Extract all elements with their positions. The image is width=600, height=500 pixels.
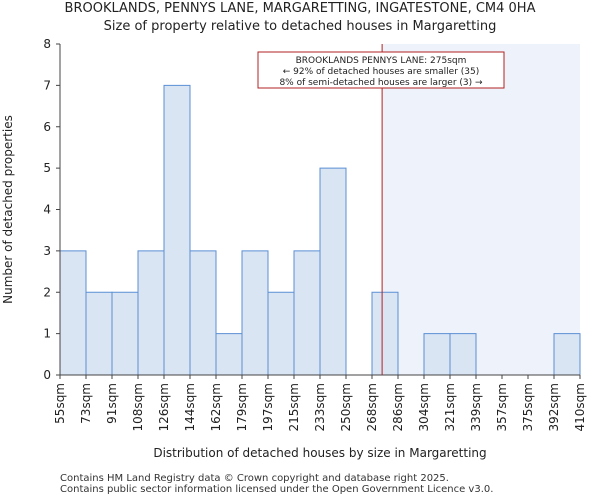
bar-197sqm: [267, 291, 295, 376]
footer-line-2: Contains public sector information licen…: [60, 484, 494, 495]
x-tick-label: 126sqm: [157, 383, 171, 431]
x-tick-label: 144sqm: [183, 383, 197, 431]
y-tick-label: 5: [43, 161, 51, 175]
x-tick-label: 55sqm: [53, 383, 67, 424]
x-tick-label: 410sqm: [573, 383, 587, 431]
x-tick-label: 392sqm: [547, 383, 561, 431]
bar-304sqm: [423, 333, 451, 376]
y-tick-label: 6: [43, 120, 51, 134]
y-tick-label: 4: [43, 203, 51, 217]
bar-144sqm: [189, 250, 217, 376]
bar-392sqm: [553, 333, 581, 376]
x-tick-label: 73sqm: [79, 383, 93, 424]
x-axis-label: Distribution of detached houses by size …: [153, 446, 486, 460]
annotation-line-1: BROOKLANDS PENNYS LANE: 275sqm: [296, 56, 467, 66]
x-tick-label: 197sqm: [261, 383, 275, 431]
y-tick-label: 8: [43, 37, 51, 51]
footer-line-1: Contains HM Land Registry data © Crown c…: [60, 473, 449, 484]
x-tick-label: 108sqm: [131, 383, 145, 431]
bar-126sqm: [163, 84, 191, 376]
y-tick-label: 0: [43, 368, 51, 382]
x-tick-label: 179sqm: [235, 383, 249, 431]
y-axis-label: Number of detached properties: [1, 115, 15, 304]
bar-162sqm: [215, 333, 243, 376]
x-tick-label: 250sqm: [339, 383, 353, 431]
x-tick-label: 91sqm: [105, 383, 119, 424]
bar-215sqm: [293, 250, 321, 376]
x-tick-label: 286sqm: [391, 383, 405, 431]
bar-233sqm: [319, 167, 347, 376]
x-tick-label: 215sqm: [287, 383, 301, 431]
x-tick-label: 304sqm: [417, 383, 431, 431]
bar-91sqm: [111, 291, 139, 376]
x-tick-label: 375sqm: [521, 383, 535, 431]
annotation-line-2: ← 92% of detached houses are smaller (35…: [283, 67, 480, 77]
bar-321sqm: [449, 333, 477, 376]
bar-108sqm: [137, 250, 165, 376]
bar-55sqm: [59, 250, 87, 376]
highlight-region: [382, 44, 580, 375]
histogram-chart: 0 1 2 3 4 5 6 7 8 55sqm 73sqm 91sqm 108sqm 126sqm 144…: [1, 37, 587, 460]
y-tick-label: 1: [43, 327, 51, 341]
chart-subtitle: Size of property relative to detached ho…: [103, 19, 497, 34]
y-tick-label: 7: [43, 78, 51, 92]
chart-title: BROOKLANDS, PENNYS LANE, MARGARETTING, I…: [64, 1, 536, 16]
annotation-line-3: 8% of semi-detached houses are larger (3…: [279, 78, 483, 88]
y-tick-label: 3: [43, 244, 51, 258]
x-tick-label: 339sqm: [469, 383, 483, 431]
y-tick-label: 2: [43, 285, 51, 299]
x-tick-label: 268sqm: [365, 383, 379, 431]
x-tick-label: 357sqm: [495, 383, 509, 431]
annotation-box: [257, 51, 505, 89]
bar-73sqm: [85, 291, 113, 376]
x-tick-label: 162sqm: [209, 383, 223, 431]
x-tick-label: 233sqm: [313, 383, 327, 431]
bar-268sqm: [371, 291, 399, 376]
bar-179sqm: [241, 250, 269, 376]
x-tick-label: 321sqm: [443, 383, 457, 431]
